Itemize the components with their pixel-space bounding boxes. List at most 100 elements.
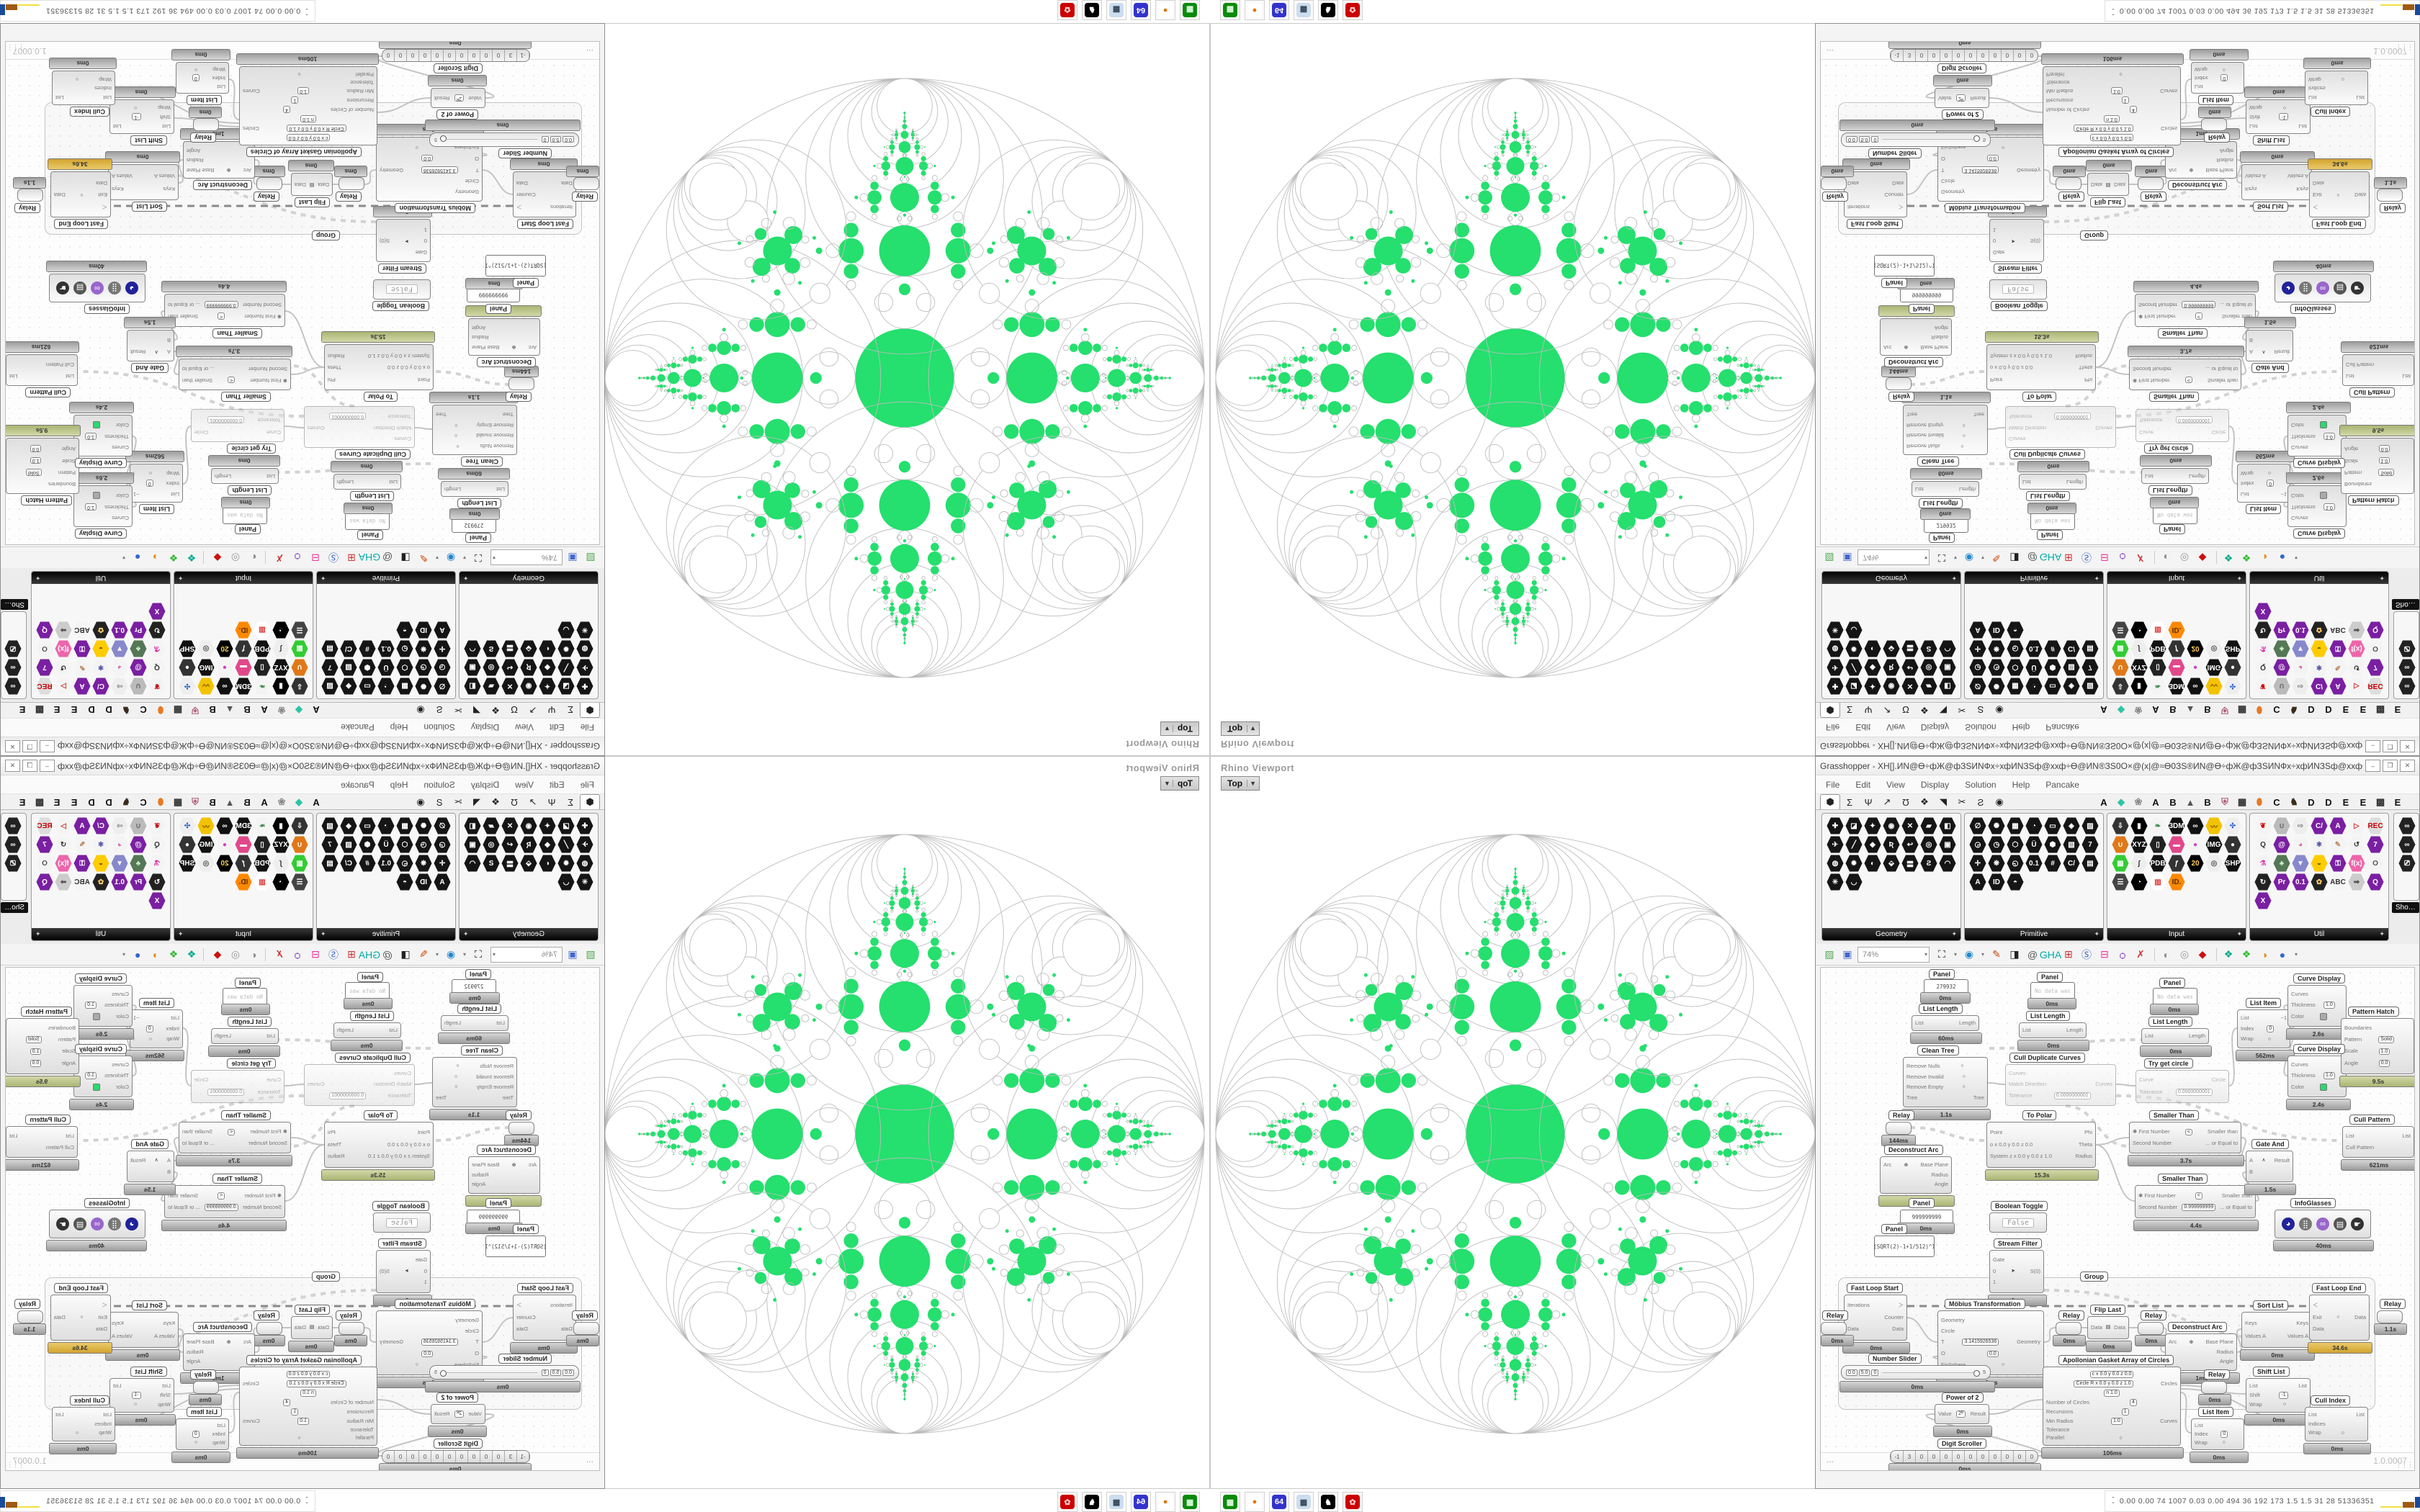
node-field[interactable]: ○ <box>1960 443 1964 449</box>
menu-help[interactable]: Help <box>2012 722 2030 733</box>
tab-plugin-17[interactable]: E <box>19 796 26 808</box>
viewport-tab-top[interactable]: Top ▼ <box>1160 776 1199 791</box>
definition-canvas[interactable]: ... 1.0.0007 ⋮⋮⋮ Panel 279932 0ms List Leng… <box>1820 967 2415 1471</box>
gh-component[interactable]: ✱ First Number < Smaller than Second Number… <box>179 1122 291 1153</box>
slider-value-box[interactable]: 0 <box>541 136 549 143</box>
node-field[interactable]: ○ <box>2222 1440 2226 1446</box>
remote-icon[interactable]: @ <box>382 948 393 960</box>
palette-icon[interactable]: X <box>148 892 166 909</box>
relay-component[interactable] <box>256 1322 282 1335</box>
node-field[interactable]: 0 <box>145 1025 153 1032</box>
node-field[interactable]: ○ <box>2267 470 2272 476</box>
rings-icon[interactable]: ◎ <box>230 552 241 564</box>
tab-category-1[interactable]: Σ <box>1846 796 1853 808</box>
cluster-icon[interactable]: ◐ <box>250 552 257 564</box>
zoom-level-select[interactable]: 74% ▾ <box>490 549 563 566</box>
palette-icon[interactable]: ⇩ <box>2112 678 2129 695</box>
tab-plugin-10[interactable]: C <box>2273 796 2280 808</box>
palette-icon[interactable]: ✺ <box>1988 678 2005 695</box>
relay-component[interactable] <box>508 377 534 390</box>
node-field[interactable]: 2ᴿ <box>454 94 464 102</box>
palette-icon[interactable]: ✈ <box>576 659 593 676</box>
menu-edit[interactable]: Edit <box>1855 779 1871 790</box>
palette-icon[interactable]: ✦ <box>539 678 556 695</box>
palette-icon[interactable]: 20 <box>2187 640 2204 657</box>
tab-plugin-1[interactable]: ◆ <box>2118 796 2125 807</box>
tab-plugin-8[interactable]: ▦ <box>173 796 183 807</box>
gh-component[interactable]: Remove Nulls ○ Remove Invalid ○ Remove Empty… <box>432 1057 517 1107</box>
gh-component[interactable]: Value 2ᴿ Result <box>1935 88 1989 108</box>
infoglasses-component[interactable]: ◕ ⣿ ∞ ▤ ☛ <box>49 274 145 302</box>
relay-component[interactable] <box>2377 189 2403 202</box>
palette-expand-icon[interactable]: ✦ <box>35 930 41 937</box>
node-field[interactable]: < <box>2184 1128 2192 1136</box>
scroller-digit[interactable]: 0 <box>1927 1451 1940 1462</box>
panel-component[interactable]: No data was <box>2153 988 2197 1005</box>
palette-icon[interactable]: ↻ <box>2254 621 2272 639</box>
palette-more-icon[interactable]: ∞ <box>2398 836 2416 853</box>
scroller-digit[interactable]: 0 <box>1976 50 1989 61</box>
palette-icon[interactable]: ∪ <box>2112 836 2129 853</box>
palette-icon[interactable]: ● <box>2187 659 2204 676</box>
palette-icon[interactable]: 〓 <box>1901 640 1919 657</box>
palette-expand-icon[interactable]: ✦ <box>2379 575 2385 582</box>
maximize-button[interactable]: ❐ <box>22 760 37 772</box>
gh-component[interactable]: Gate 0 ➤ S(0) 1 <box>376 219 431 262</box>
close-button[interactable]: ✕ <box>5 760 20 772</box>
zoom-level-select[interactable]: 74% ▾ <box>1857 946 1930 963</box>
palette-icon[interactable]: ➡ <box>55 873 72 891</box>
node-field[interactable]: 1.0 <box>85 433 97 440</box>
palette-icon[interactable]: ▼ <box>111 640 128 657</box>
palette-icon[interactable]: ✦ <box>539 817 556 834</box>
tab-category-5[interactable]: ❖ <box>1920 705 1929 716</box>
open-file-icon[interactable]: ▨ <box>586 552 596 564</box>
scroller-digit[interactable]: 0 <box>419 1451 431 1462</box>
palette-icon[interactable]: ❋ <box>1988 640 2005 657</box>
palette-icon[interactable]: ❦ <box>148 678 166 695</box>
palette-icon[interactable]: ❧ <box>254 817 271 834</box>
palette-icon[interactable]: ◆ <box>1864 836 1881 853</box>
palette-icon[interactable]: ◔ <box>272 873 290 891</box>
palette-icon[interactable]: ↩ <box>1901 659 1919 676</box>
panel-component[interactable]: 279932 <box>452 979 496 994</box>
node-field[interactable]: -1 <box>2279 113 2288 120</box>
palette-icon[interactable]: A <box>434 873 451 891</box>
gh-component[interactable]: List Length <box>441 481 508 497</box>
tab-plugin-11[interactable]: ♞ <box>122 796 130 807</box>
save-file-icon[interactable]: ▣ <box>568 948 578 960</box>
palette-icon[interactable]: Pr <box>130 873 147 891</box>
tab-category-6[interactable]: ◥ <box>473 796 480 807</box>
palette-icon[interactable]: ✹ <box>557 855 575 872</box>
palette-label[interactable]: Util ✦ <box>32 928 170 940</box>
node-field[interactable]: 4 <box>2130 106 2137 113</box>
menu-view[interactable]: View <box>1886 722 1905 733</box>
palette-icon[interactable]: C/ <box>92 678 109 695</box>
palette-label[interactable]: Util ✦ <box>2250 572 2388 584</box>
maximize-button[interactable]: ❐ <box>22 740 37 752</box>
gh-component[interactable]: Arc ⊕ Base Plane Radius Angle <box>183 141 255 179</box>
gh-component[interactable]: Point Phi o x 0.0 y 0.0 z 0.0 Theta System z… <box>324 344 434 390</box>
scroller-digit[interactable]: 0 <box>456 1451 468 1462</box>
pin-teal-icon[interactable]: ❖ <box>2223 552 2233 564</box>
palette-icon[interactable]: ◉ <box>1883 817 1900 834</box>
tab-category-8[interactable]: Ƨ <box>1977 704 1984 716</box>
menu-file[interactable]: File <box>1826 779 1840 790</box>
gh-component[interactable]: Remove Nulls ○ Remove Invalid ○ Remove Empty… <box>1903 405 1988 455</box>
node-field[interactable]: 0.0 <box>30 1060 42 1068</box>
palette-expand-icon[interactable]: ✦ <box>2094 575 2099 582</box>
title-bar[interactable]: Grasshopper - XH[].ИN@Ө÷фЖ@фЗЅИNФх÷хфИNЗ… <box>1 737 604 755</box>
palette-icon[interactable]: ╱ <box>1845 659 1863 676</box>
gh-component[interactable]: List Length <box>211 1028 279 1044</box>
palette-icon[interactable]: ⬢ <box>359 836 376 853</box>
gh-component[interactable]: Boundaries Pattern Solid Scale 1.0 Angle 0.0 <box>2341 1018 2414 1074</box>
gh-component[interactable]: Data ▤ Data <box>291 1316 333 1339</box>
node-field[interactable]: 1 <box>291 1408 299 1416</box>
slider-value-box[interactable]: 0.0 <box>1846 136 1857 143</box>
tab-plugin-17[interactable]: E <box>2394 704 2401 716</box>
gh-component[interactable]: List List Cull Pattern <box>2342 354 2414 386</box>
palette-icon[interactable]: ● <box>2187 836 2204 853</box>
tab-category-7[interactable]: ✂ <box>1958 705 1966 716</box>
palette-icon[interactable]: ▰ <box>1920 678 1937 695</box>
tab-plugin-0[interactable]: A <box>2100 796 2107 808</box>
